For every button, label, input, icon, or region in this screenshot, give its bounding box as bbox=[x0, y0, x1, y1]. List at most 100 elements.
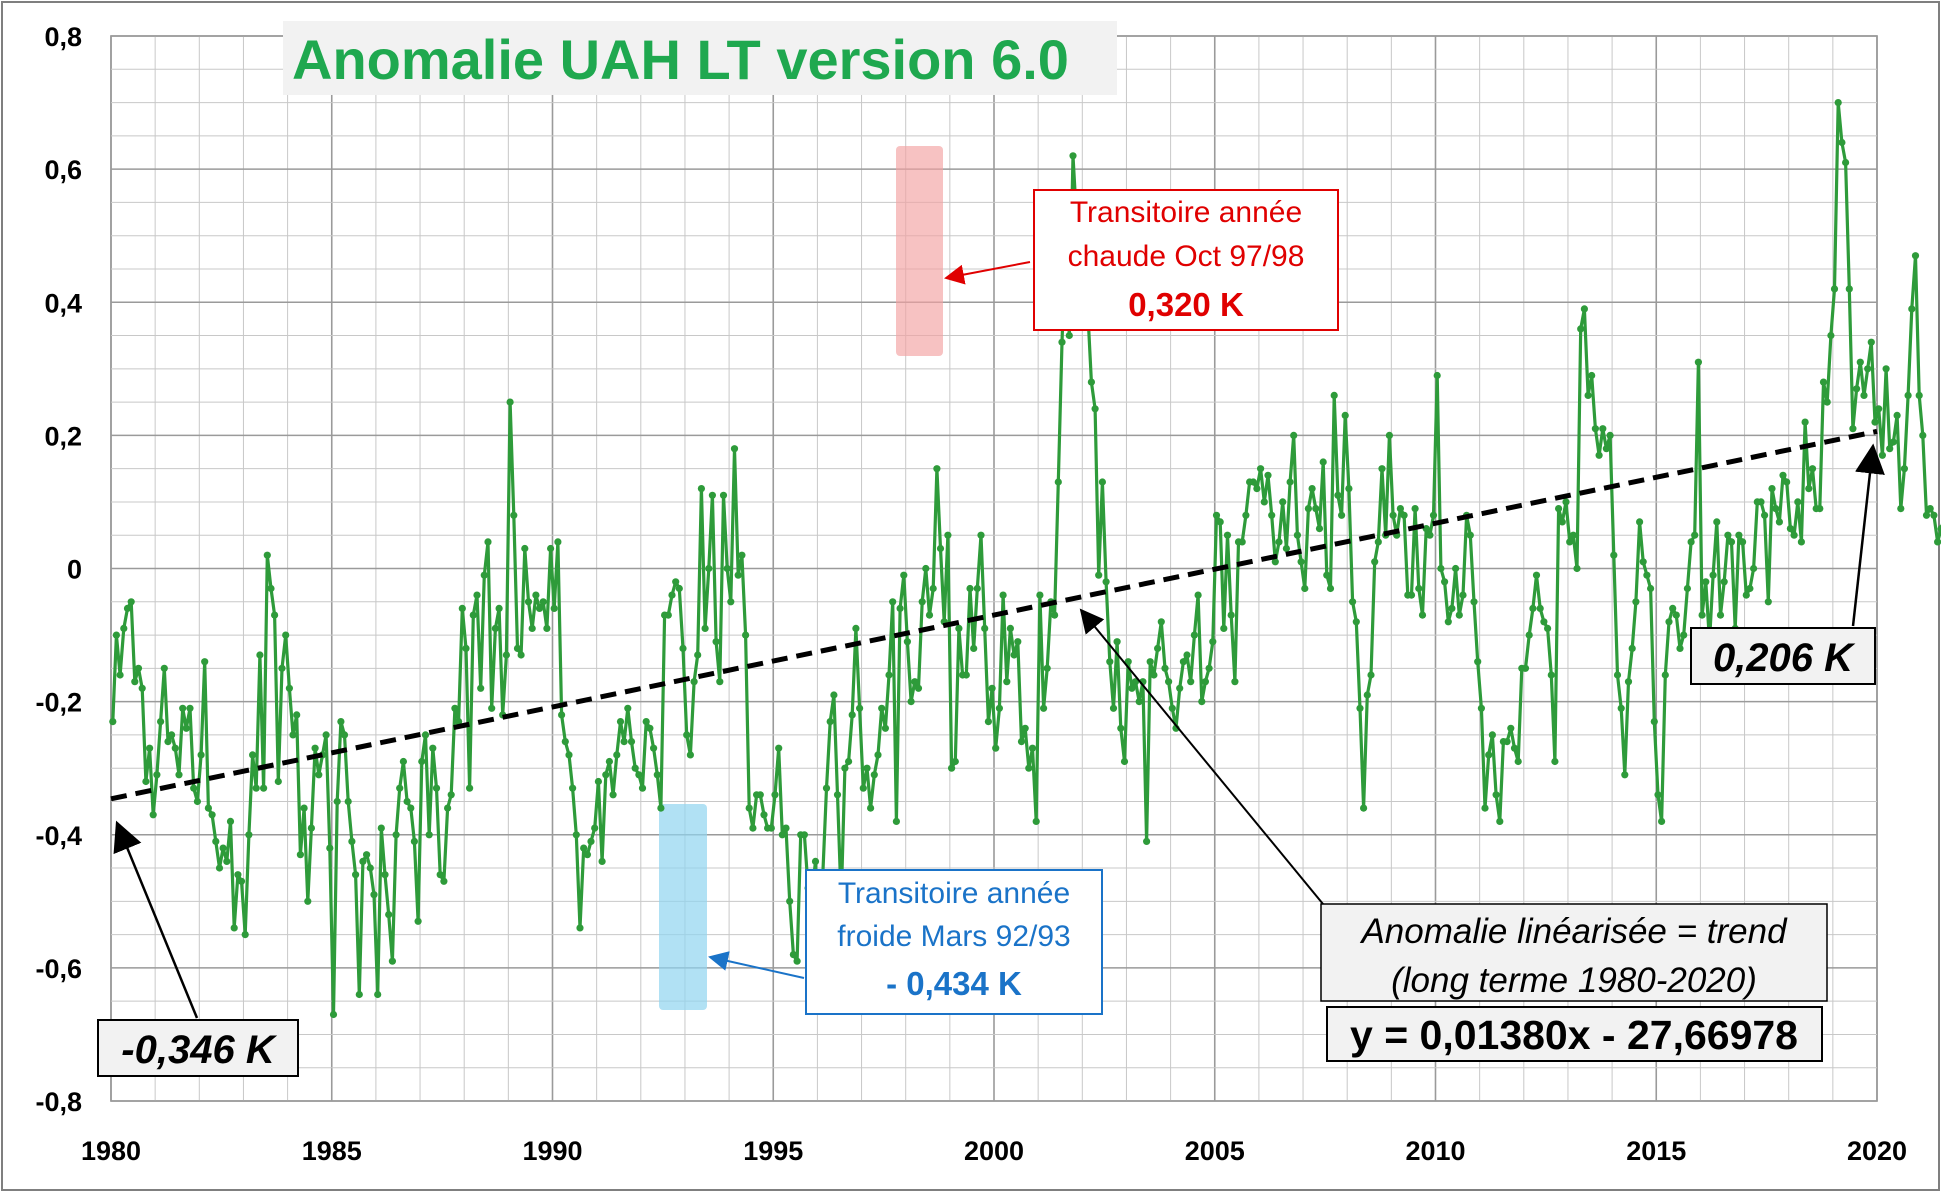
anomaly-point bbox=[1014, 638, 1022, 646]
anomaly-point bbox=[285, 684, 293, 692]
anomaly-point bbox=[1043, 664, 1051, 672]
anomaly-point bbox=[1647, 584, 1655, 593]
anomaly-point bbox=[157, 718, 165, 726]
anomaly-point bbox=[1691, 531, 1699, 539]
anomaly-point bbox=[1709, 571, 1717, 579]
trend-annotation-line1: Anomalie linéarisée = trend bbox=[1359, 912, 1788, 951]
anomaly-point bbox=[1109, 704, 1118, 712]
anomaly-point bbox=[1249, 478, 1257, 486]
anomaly-point bbox=[822, 784, 831, 792]
trend-arrow bbox=[1079, 608, 1324, 905]
anomaly-point bbox=[1242, 511, 1250, 519]
anomaly-point bbox=[701, 624, 709, 633]
anomaly-point bbox=[1606, 431, 1614, 439]
anomaly-point bbox=[635, 771, 643, 779]
anomaly-point bbox=[524, 598, 533, 606]
anomaly-point bbox=[1783, 478, 1791, 486]
anomaly-point bbox=[1253, 485, 1261, 493]
anomaly-point bbox=[1875, 405, 1883, 413]
anomaly-point bbox=[668, 591, 676, 599]
anomaly-point bbox=[1198, 698, 1206, 706]
anomaly-point bbox=[672, 578, 680, 586]
anomaly-point bbox=[1713, 518, 1721, 526]
anomaly-point bbox=[1330, 391, 1338, 399]
anomaly-point bbox=[1352, 618, 1360, 626]
anomaly-point bbox=[892, 817, 901, 826]
anomaly-point bbox=[444, 804, 452, 812]
anomaly-point bbox=[510, 511, 518, 519]
anomaly-point bbox=[995, 704, 1004, 712]
anomaly-point bbox=[1220, 624, 1228, 633]
start-value-label: -0,346 K bbox=[121, 1028, 278, 1072]
anomaly-point bbox=[1341, 411, 1349, 419]
anomaly-point bbox=[594, 777, 603, 786]
anomaly-point bbox=[565, 751, 573, 759]
anomaly-point bbox=[480, 571, 488, 579]
anomaly-point bbox=[1466, 531, 1474, 539]
anomaly-point bbox=[300, 804, 308, 812]
anomaly-point bbox=[1415, 584, 1423, 593]
anomaly-point bbox=[782, 824, 790, 832]
anomaly-point bbox=[550, 604, 558, 613]
anomaly-point bbox=[1124, 658, 1132, 666]
anomaly-point bbox=[1433, 371, 1441, 380]
anomaly-point bbox=[1474, 658, 1482, 666]
anomaly-point bbox=[922, 564, 930, 573]
anomaly-point bbox=[1805, 485, 1813, 493]
anomaly-point bbox=[260, 784, 268, 792]
anomaly-point bbox=[392, 831, 400, 839]
trend-equation: y = 0,01380x - 27,66978 bbox=[1350, 1012, 1798, 1058]
anomaly-point bbox=[878, 704, 886, 712]
anomaly-point bbox=[1168, 704, 1176, 712]
anomaly-point bbox=[705, 564, 713, 573]
anomaly-point bbox=[1716, 611, 1725, 619]
anomaly-point bbox=[749, 824, 757, 832]
anomaly-point bbox=[1779, 471, 1787, 479]
anomaly-point bbox=[576, 924, 584, 932]
anomaly-point bbox=[1529, 604, 1537, 613]
anomaly-point bbox=[377, 824, 385, 832]
anomaly-point bbox=[569, 784, 577, 792]
warm-annotation-value: 0,320 K bbox=[1128, 286, 1244, 323]
anomaly-point bbox=[914, 684, 923, 692]
anomaly-point bbox=[1374, 538, 1382, 546]
anomaly-point bbox=[929, 584, 937, 593]
anomaly-point bbox=[1452, 564, 1460, 573]
start-value-box bbox=[97, 1019, 299, 1077]
anomaly-point bbox=[870, 771, 878, 779]
anomaly-point bbox=[502, 651, 510, 659]
anomaly-point bbox=[1360, 804, 1368, 812]
anomaly-point bbox=[1371, 558, 1379, 566]
anomaly-point bbox=[1838, 138, 1846, 147]
anomaly-point bbox=[326, 844, 334, 852]
anomaly-point bbox=[160, 664, 168, 672]
anomaly-point bbox=[455, 718, 463, 726]
anomaly-point bbox=[1113, 638, 1121, 646]
anomaly-point bbox=[1426, 531, 1434, 539]
anomaly-point bbox=[440, 877, 448, 885]
anomaly-point bbox=[1643, 571, 1651, 579]
anomaly-point bbox=[1636, 518, 1644, 526]
anomaly-point bbox=[1492, 791, 1500, 799]
anomaly-point bbox=[1915, 391, 1923, 399]
anomaly-point bbox=[414, 917, 422, 925]
anomaly-point bbox=[1551, 757, 1559, 766]
anomaly-point bbox=[329, 1010, 338, 1019]
anomaly-point bbox=[856, 704, 864, 712]
anomaly-point bbox=[1378, 465, 1386, 473]
anomaly-point bbox=[142, 777, 150, 786]
anomaly-point bbox=[1624, 678, 1633, 686]
anomaly-point bbox=[896, 604, 904, 613]
anomaly-point bbox=[657, 804, 665, 812]
anomaly-point bbox=[1448, 604, 1456, 613]
anomaly-point bbox=[1087, 378, 1095, 386]
anomaly-point bbox=[1036, 591, 1044, 599]
anomaly-point bbox=[307, 824, 315, 832]
anomaly-point bbox=[686, 751, 695, 759]
anomaly-point bbox=[234, 871, 242, 879]
anomaly-point bbox=[1746, 584, 1754, 593]
anomaly-series-points bbox=[109, 99, 1941, 1019]
anomaly-point bbox=[1385, 431, 1393, 439]
anomaly-point bbox=[1595, 451, 1603, 459]
anomaly-point bbox=[1775, 518, 1783, 526]
